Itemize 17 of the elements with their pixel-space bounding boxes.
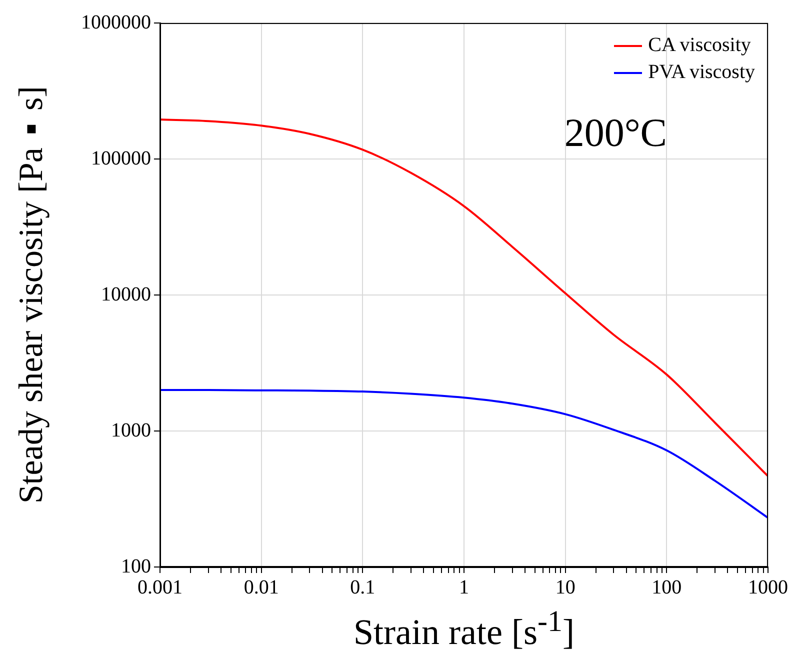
y-tick-label: 100000 <box>91 147 151 170</box>
x-tick-label: 1000 <box>748 576 788 598</box>
legend-label: CA viscosity <box>648 34 751 57</box>
annotation: 200°C <box>564 109 667 156</box>
y-tick-label: 1000 <box>111 419 151 442</box>
legend-label: PVA viscosty <box>648 61 755 84</box>
y-tick-label: 100 <box>121 555 151 578</box>
x-tick-label: 0.001 <box>138 576 182 598</box>
y-axis-title: Steady shear viscosity [Pa▪s] <box>12 86 51 504</box>
x-tick-label: 100 <box>652 576 682 598</box>
x-tick-label: 1 <box>459 576 469 598</box>
x-axis-title: Strain rate [s$^{-1}$] <box>352 605 576 653</box>
y-tick-label: 1000000 <box>81 11 151 34</box>
x-tick-label: 0.1 <box>350 576 376 598</box>
y-tick-label: 10000 <box>101 283 151 306</box>
x-tick-label: 10 <box>555 576 576 598</box>
x-tick-label: 0.01 <box>244 576 279 598</box>
